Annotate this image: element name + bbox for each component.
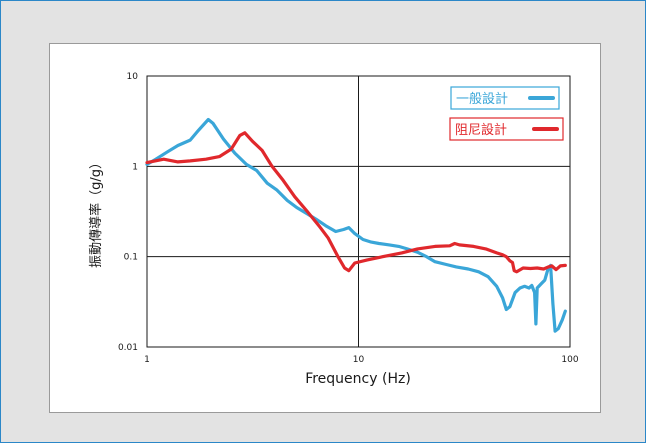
legend-label-2: 阻尼設計 [455,122,507,138]
y-tick-label: 1 [132,162,138,172]
legend-box-1 [450,86,560,110]
y-tick-label: 0.1 [124,253,138,263]
series-line-2 [145,131,567,274]
x-tick-label: 10 [353,355,365,365]
series-layer [145,117,567,333]
chart-panel: 1 10 100 10 1 0.1 0.01 Frequency (Hz) 振動傳導率（g/… [49,43,601,413]
legend-label-1: 一般設計 [456,91,508,107]
line-chart: 1 10 100 10 1 0.1 0.01 Frequency (Hz) 振動傳導率（g/… [88,72,579,387]
x-axis-label: Frequency (Hz) [305,371,411,387]
y-axis-label: 振動傳導率（g/g） [88,156,104,268]
legend-box-2 [449,117,564,141]
x-tick-label: 1 [144,355,150,365]
series-line-1 [145,117,567,333]
y-tick-label: 10 [127,72,139,82]
y-tick-label: 0.01 [118,343,138,353]
x-tick-label: 100 [561,355,578,365]
tick-labels: 1 10 100 10 1 0.1 0.01 [118,72,579,365]
plot-area-border [146,75,571,348]
